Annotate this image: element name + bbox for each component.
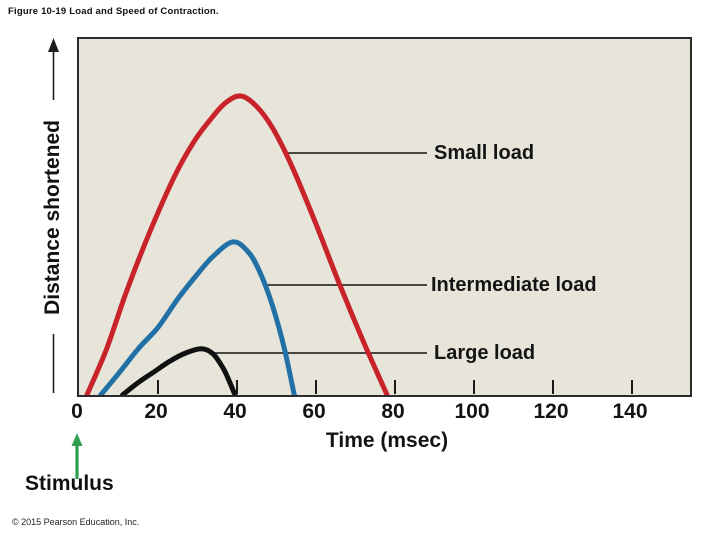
x-tick-label: 100 [454,400,490,423]
figure-title: Figure 10-19 Load and Speed of Contracti… [8,6,219,17]
x-tick-label: 40 [223,400,247,423]
x-tick-labels: 0 20 40 60 80 100 120 140 [0,400,720,426]
x-tick-label: 120 [533,400,569,423]
series-label-small-load: Small load [434,142,535,164]
x-tick-label: 140 [612,400,648,423]
stimulus-arrow-icon [71,433,83,479]
copyright-text: © 2015 Pearson Education, Inc. [12,517,140,527]
stimulus-label: Stimulus [25,472,114,495]
plot-area: Small load Intermediate load Large load [77,37,692,397]
x-tick-label: 80 [381,400,405,423]
series-label-large-load: Large load [434,342,536,364]
x-axis-label: Time (msec) [325,429,449,452]
chart-canvas [84,93,633,395]
y-axis-arrow-icon [48,38,59,393]
x-tick-label: 0 [71,400,83,423]
curve-large-load [120,346,238,395]
x-tick-label: 20 [144,400,168,423]
curve-intermediate-load [98,239,297,395]
x-tick-label: 60 [302,400,326,423]
series-label-intermediate-load: Intermediate load [431,274,597,296]
curve-small-load [84,93,390,395]
